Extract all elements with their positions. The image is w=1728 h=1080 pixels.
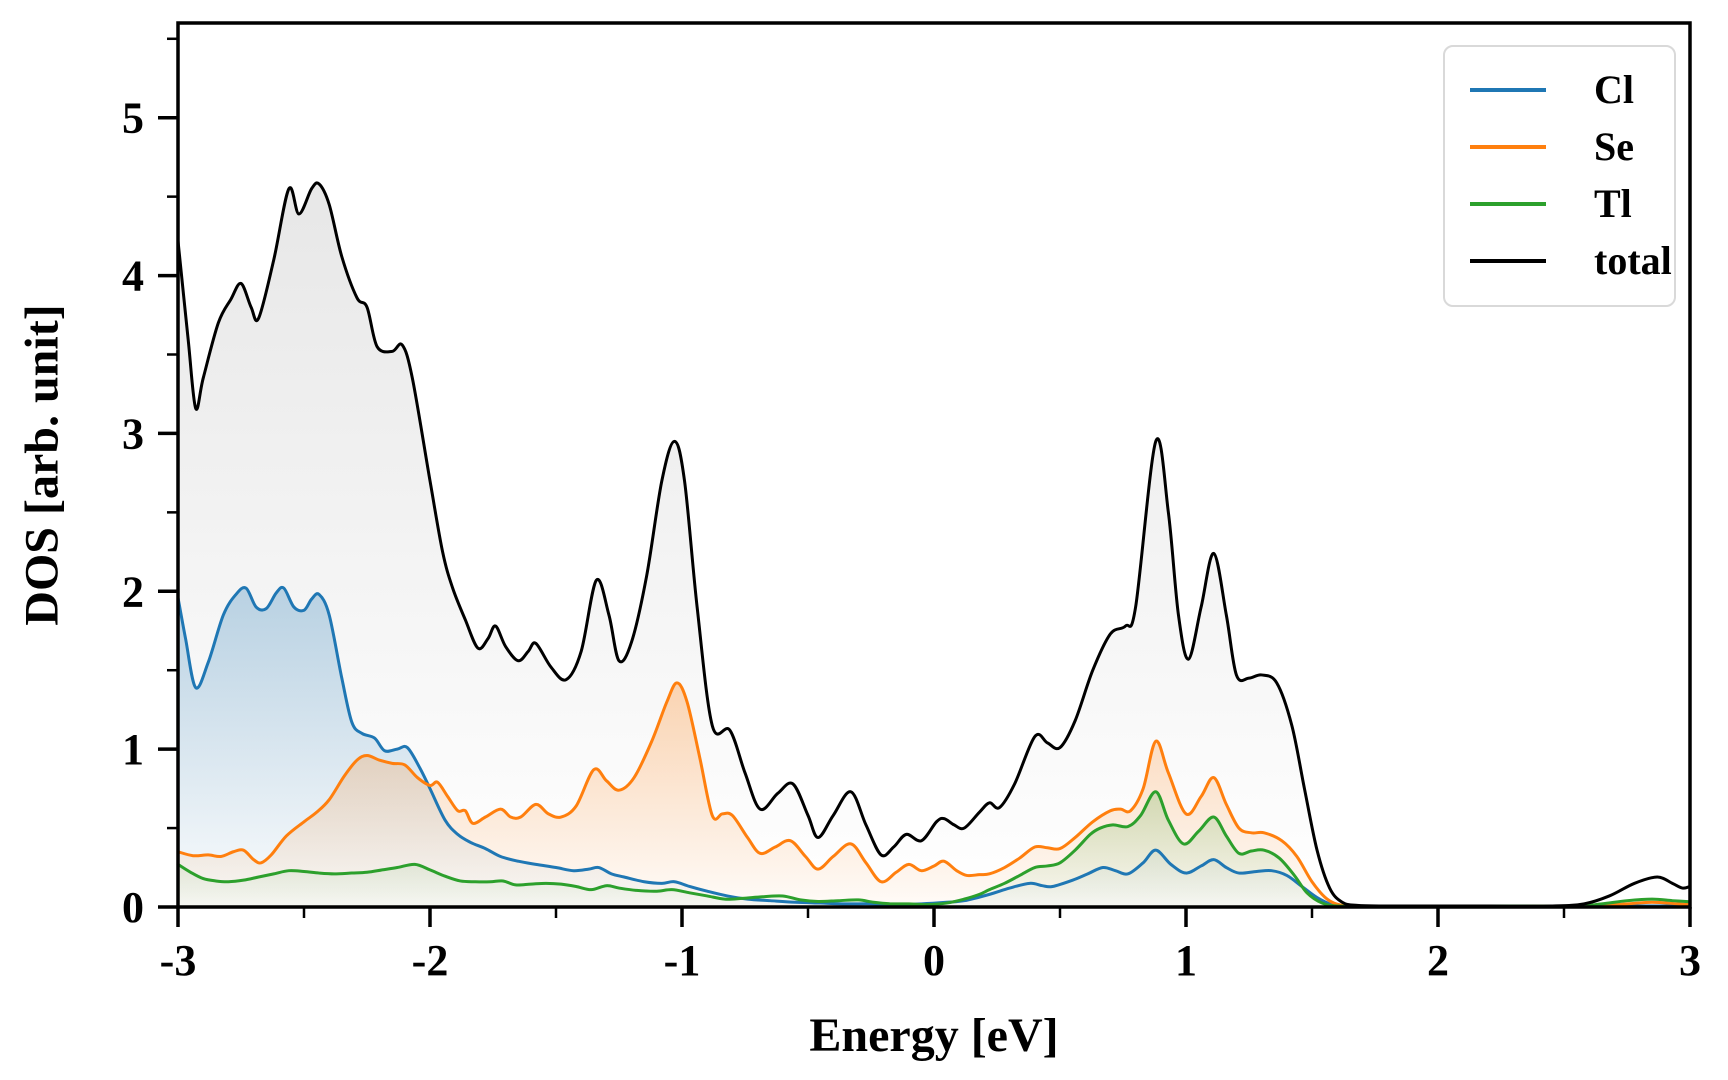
y-tick-label: 5 <box>122 94 144 143</box>
y-tick-label: 1 <box>122 725 144 774</box>
y-tick-label: 0 <box>122 883 144 932</box>
cl-line-swatch <box>1470 87 1546 92</box>
legend: Cl Se Tl total <box>1443 45 1676 307</box>
x-tick-label: -1 <box>664 936 701 985</box>
y-axis-label: DOS [arb. unit] <box>15 304 69 626</box>
curve-Cl <box>176 585 1692 908</box>
x-tick-label: -3 <box>160 936 197 985</box>
legend-label-se: Se <box>1594 123 1634 169</box>
legend-item-cl: Cl <box>1445 61 1674 118</box>
x-tick-label: 2 <box>1427 936 1449 985</box>
legend-label-total: total <box>1594 237 1672 283</box>
curve-Tl <box>176 790 1692 908</box>
curve-total <box>176 181 1692 908</box>
tl-line-swatch <box>1470 201 1546 206</box>
legend-item-se: Se <box>1445 118 1674 175</box>
se-line-swatch <box>1470 144 1546 149</box>
x-axis-label: Energy [eV] <box>809 1009 1059 1062</box>
x-tick-label: 3 <box>1679 936 1701 985</box>
x-tick-label: -2 <box>412 936 449 985</box>
curve-Se <box>176 681 1692 908</box>
legend-item-total: total <box>1445 232 1674 289</box>
fill-Tl <box>178 791 1690 907</box>
legend-label-cl: Cl <box>1594 66 1634 112</box>
x-tick-label: 1 <box>1175 936 1197 985</box>
y-tick-label: 2 <box>122 567 144 616</box>
y-tick-label: 4 <box>122 252 144 301</box>
total-line-swatch <box>1470 258 1546 263</box>
ticks: -3 -2 -1 0 1 2 3 0 1 2 3 4 5 <box>122 37 1701 985</box>
legend-label-tl: Tl <box>1594 180 1632 226</box>
y-tick-label: 3 <box>122 409 144 458</box>
legend-item-tl: Tl <box>1445 175 1674 232</box>
fill-total <box>178 182 1690 907</box>
x-tick-label: 0 <box>923 936 945 985</box>
fill-Se <box>178 682 1690 907</box>
